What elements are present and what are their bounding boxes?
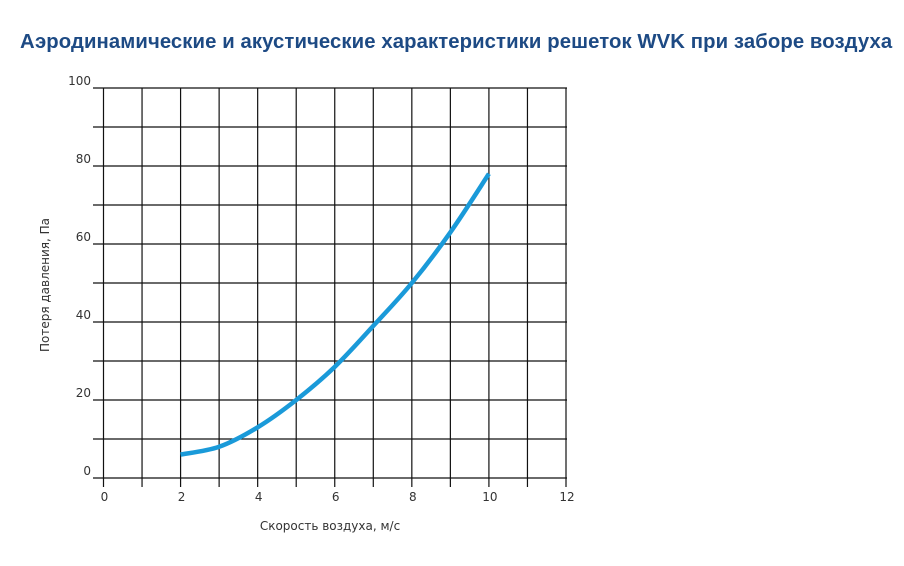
x-tick-label: 6 [332,490,340,504]
y-axis-label: Потеря давления, Па [38,218,52,352]
x-tick-label: 8 [409,490,417,504]
x-tick-label: 12 [559,490,574,504]
x-tick-label: 10 [482,490,497,504]
chart-title: Аэродинамические и акустические характер… [20,31,893,53]
series-line [180,172,491,457]
x-axis-label: Скорость воздуха, м/с [260,519,400,533]
y-tick-label: 0 [83,464,91,478]
y-tick-label: 80 [76,152,91,166]
y-tick-label: 100 [68,74,91,88]
y-tick-label: 60 [76,230,91,244]
x-tick-label: 0 [101,490,109,504]
y-tick-label: 20 [76,386,91,400]
y-tick-label: 40 [76,308,91,322]
x-tick-label: 4 [255,490,263,504]
x-tick-label: 2 [178,490,186,504]
